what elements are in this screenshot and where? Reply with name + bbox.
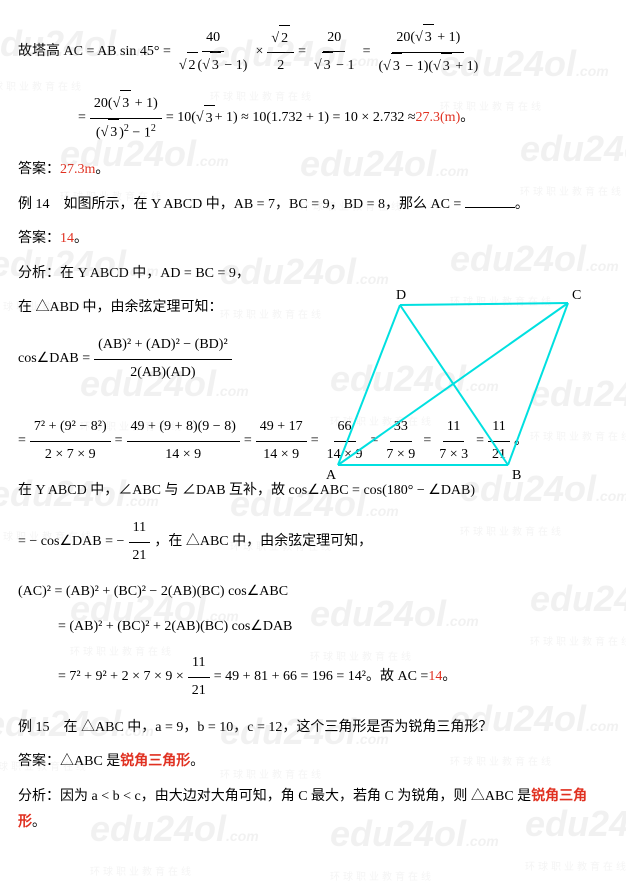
svg-text:C: C (572, 288, 581, 303)
equation-simplify: = 20(3 + 1) (3)2 − 12 = 10(3 + 1) ≈ 10(1… (18, 90, 608, 147)
paragraph-3: (AC)² = (AB)² + (BC)² − 2(AB)(BC) cos∠AB… (18, 579, 608, 606)
example-15: 例 15 在 △ABC 中，a = 9，b = 10，c = 12，这个三角形是… (18, 715, 608, 742)
svg-text:D: D (396, 288, 406, 303)
example-15-analysis: 分析：因为 a < b < c，由大边对大角可知，角 C 最大，若角 C 为锐角… (18, 784, 608, 837)
example-14-answer: 答案：14。 (18, 226, 608, 253)
blank-underline (465, 193, 515, 208)
svg-text:B: B (512, 468, 521, 483)
parallelogram-diagram: A B C D (318, 285, 598, 495)
answer-line: 答案：27.3m。 (18, 157, 608, 184)
example-14: 例 14 如图所示，在 Y ABCD 中，AB = 7，BC = 9，BD = … (18, 192, 608, 219)
analysis-line-1: 分析：在 Y ABCD 中，AD = BC = 9， (18, 261, 608, 288)
svg-text:A: A (326, 468, 337, 483)
paragraph-4: = (AB)² + (BC)² + 2(AB)(BC) cos∠DAB (18, 614, 608, 641)
example-15-answer: 答案：△ABC 是锐角三角形。 (18, 749, 608, 776)
answer-27-3m: 27.3(m) (416, 105, 461, 132)
paragraph-5: = 7² + 9² + 2 × 7 × 9 × 1121 = 49 + 81 +… (18, 650, 608, 704)
eq-lhs: 故塔高 AC = AB sin 45° = (18, 39, 171, 66)
paragraph-2: = − cos∠DAB = − 1121 ，在 △ABC 中，由余弦定理可知， (18, 515, 608, 569)
equation-tower-height: 故塔高 AC = AB sin 45° = 40 2(3 − 1) × 2 2 … (18, 24, 608, 80)
